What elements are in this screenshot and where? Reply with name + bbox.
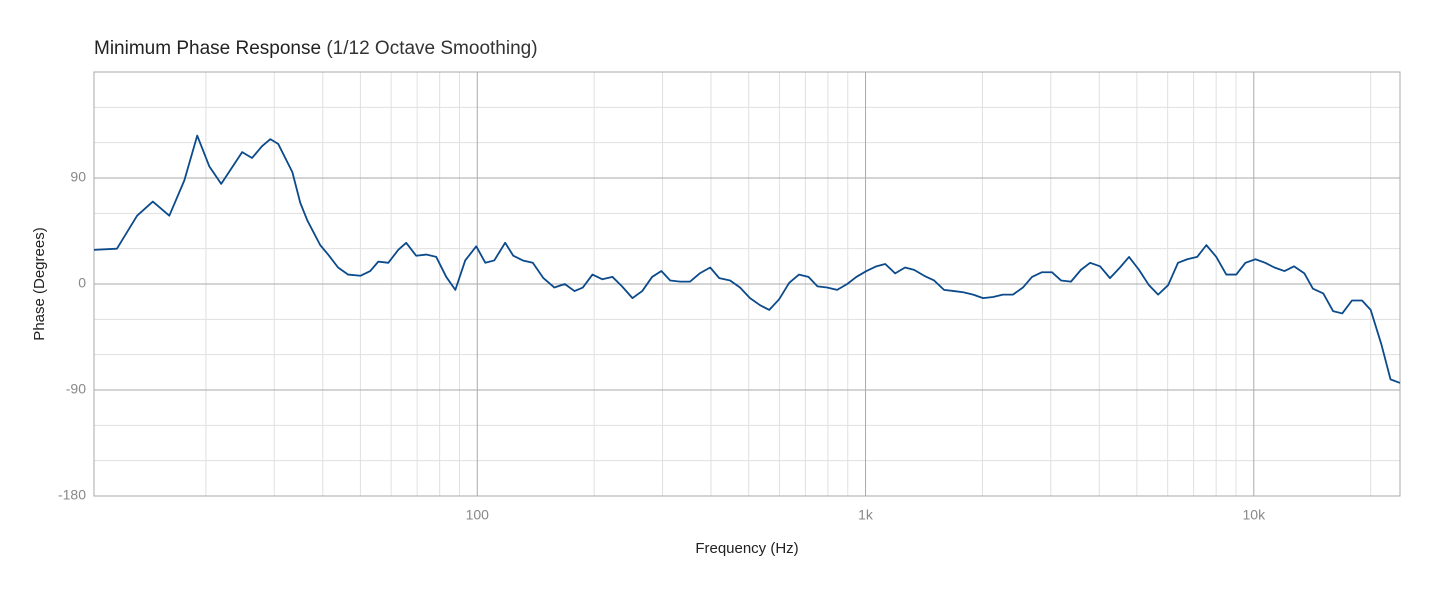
title: Minimum Phase Response bbox=[94, 38, 321, 59]
phase-line bbox=[93, 134, 1401, 384]
chart-title: Minimum Phase Response (1/12 Octave Smoo… bbox=[94, 38, 538, 59]
y-tick-label: 90 bbox=[70, 169, 86, 185]
x-axis-label: Frequency (Hz) bbox=[695, 540, 798, 557]
x-tick-label: 100 bbox=[466, 507, 490, 523]
y-tick-label: -90 bbox=[66, 381, 86, 397]
y-tick-label: -180 bbox=[58, 487, 86, 503]
x-tick-label: 10k bbox=[1243, 507, 1267, 523]
y-tick-label: 0 bbox=[78, 275, 86, 291]
x-tick-label: 1k bbox=[858, 507, 874, 523]
plot-border bbox=[93, 71, 1401, 497]
y-axis-label: Phase (Degrees) bbox=[31, 227, 48, 340]
subtitle: (1/12 Octave Smoothing) bbox=[326, 38, 537, 59]
